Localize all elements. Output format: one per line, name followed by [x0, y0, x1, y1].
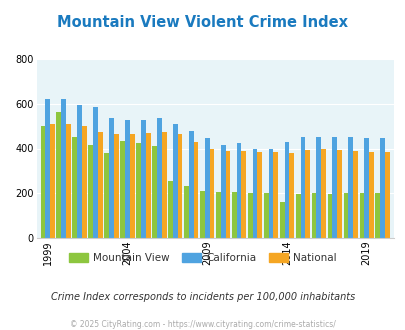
Bar	[375, 193, 379, 238]
Bar	[188, 131, 193, 238]
Bar	[236, 143, 241, 238]
Bar	[120, 141, 125, 238]
Bar	[161, 132, 166, 238]
Bar	[88, 145, 93, 238]
Bar	[157, 118, 161, 238]
Bar	[209, 148, 214, 238]
Bar	[109, 118, 114, 238]
Bar	[45, 99, 50, 238]
Text: Mountain View Violent Crime Index: Mountain View Violent Crime Index	[58, 15, 347, 30]
Bar	[347, 137, 352, 238]
Bar	[263, 193, 268, 238]
Bar	[320, 148, 325, 238]
Bar	[300, 137, 305, 238]
Bar	[136, 143, 141, 238]
Bar	[379, 139, 384, 238]
Bar	[247, 193, 252, 238]
Bar	[50, 124, 55, 238]
Bar	[183, 186, 188, 238]
Bar	[225, 151, 230, 238]
Bar	[295, 194, 300, 238]
Bar	[384, 152, 389, 238]
Bar	[257, 152, 262, 238]
Bar	[152, 146, 157, 238]
Bar	[215, 192, 220, 238]
Bar	[252, 148, 257, 238]
Bar	[343, 193, 347, 238]
Bar	[56, 112, 61, 238]
Bar	[104, 153, 109, 238]
Bar	[168, 181, 173, 238]
Bar	[66, 124, 70, 238]
Bar	[125, 119, 130, 238]
Bar	[220, 145, 225, 238]
Bar	[141, 119, 145, 238]
Bar	[368, 152, 373, 238]
Bar	[352, 151, 357, 238]
Bar	[289, 153, 293, 238]
Bar	[268, 148, 273, 238]
Bar	[177, 134, 182, 238]
Bar	[231, 192, 236, 238]
Bar	[337, 149, 341, 238]
Text: Crime Index corresponds to incidents per 100,000 inhabitants: Crime Index corresponds to incidents per…	[51, 292, 354, 302]
Bar	[279, 202, 284, 238]
Bar	[363, 139, 368, 238]
Text: © 2025 CityRating.com - https://www.cityrating.com/crime-statistics/: © 2025 CityRating.com - https://www.city…	[70, 320, 335, 329]
Bar	[315, 137, 320, 238]
Bar	[273, 152, 277, 238]
Bar	[72, 137, 77, 238]
Bar	[332, 137, 337, 238]
Bar	[305, 149, 309, 238]
Bar	[82, 126, 87, 238]
Bar	[193, 142, 198, 238]
Bar	[77, 105, 82, 238]
Bar	[173, 124, 177, 238]
Bar	[241, 151, 246, 238]
Bar	[327, 194, 332, 238]
Bar	[200, 191, 204, 238]
Bar	[359, 193, 363, 238]
Bar	[130, 134, 134, 238]
Bar	[145, 133, 150, 238]
Bar	[93, 107, 98, 238]
Bar	[284, 142, 289, 238]
Bar	[311, 193, 315, 238]
Bar	[61, 99, 66, 238]
Legend: Mountain View, California, National: Mountain View, California, National	[65, 248, 340, 267]
Bar	[114, 134, 118, 238]
Bar	[98, 132, 102, 238]
Bar	[40, 126, 45, 238]
Bar	[204, 139, 209, 238]
